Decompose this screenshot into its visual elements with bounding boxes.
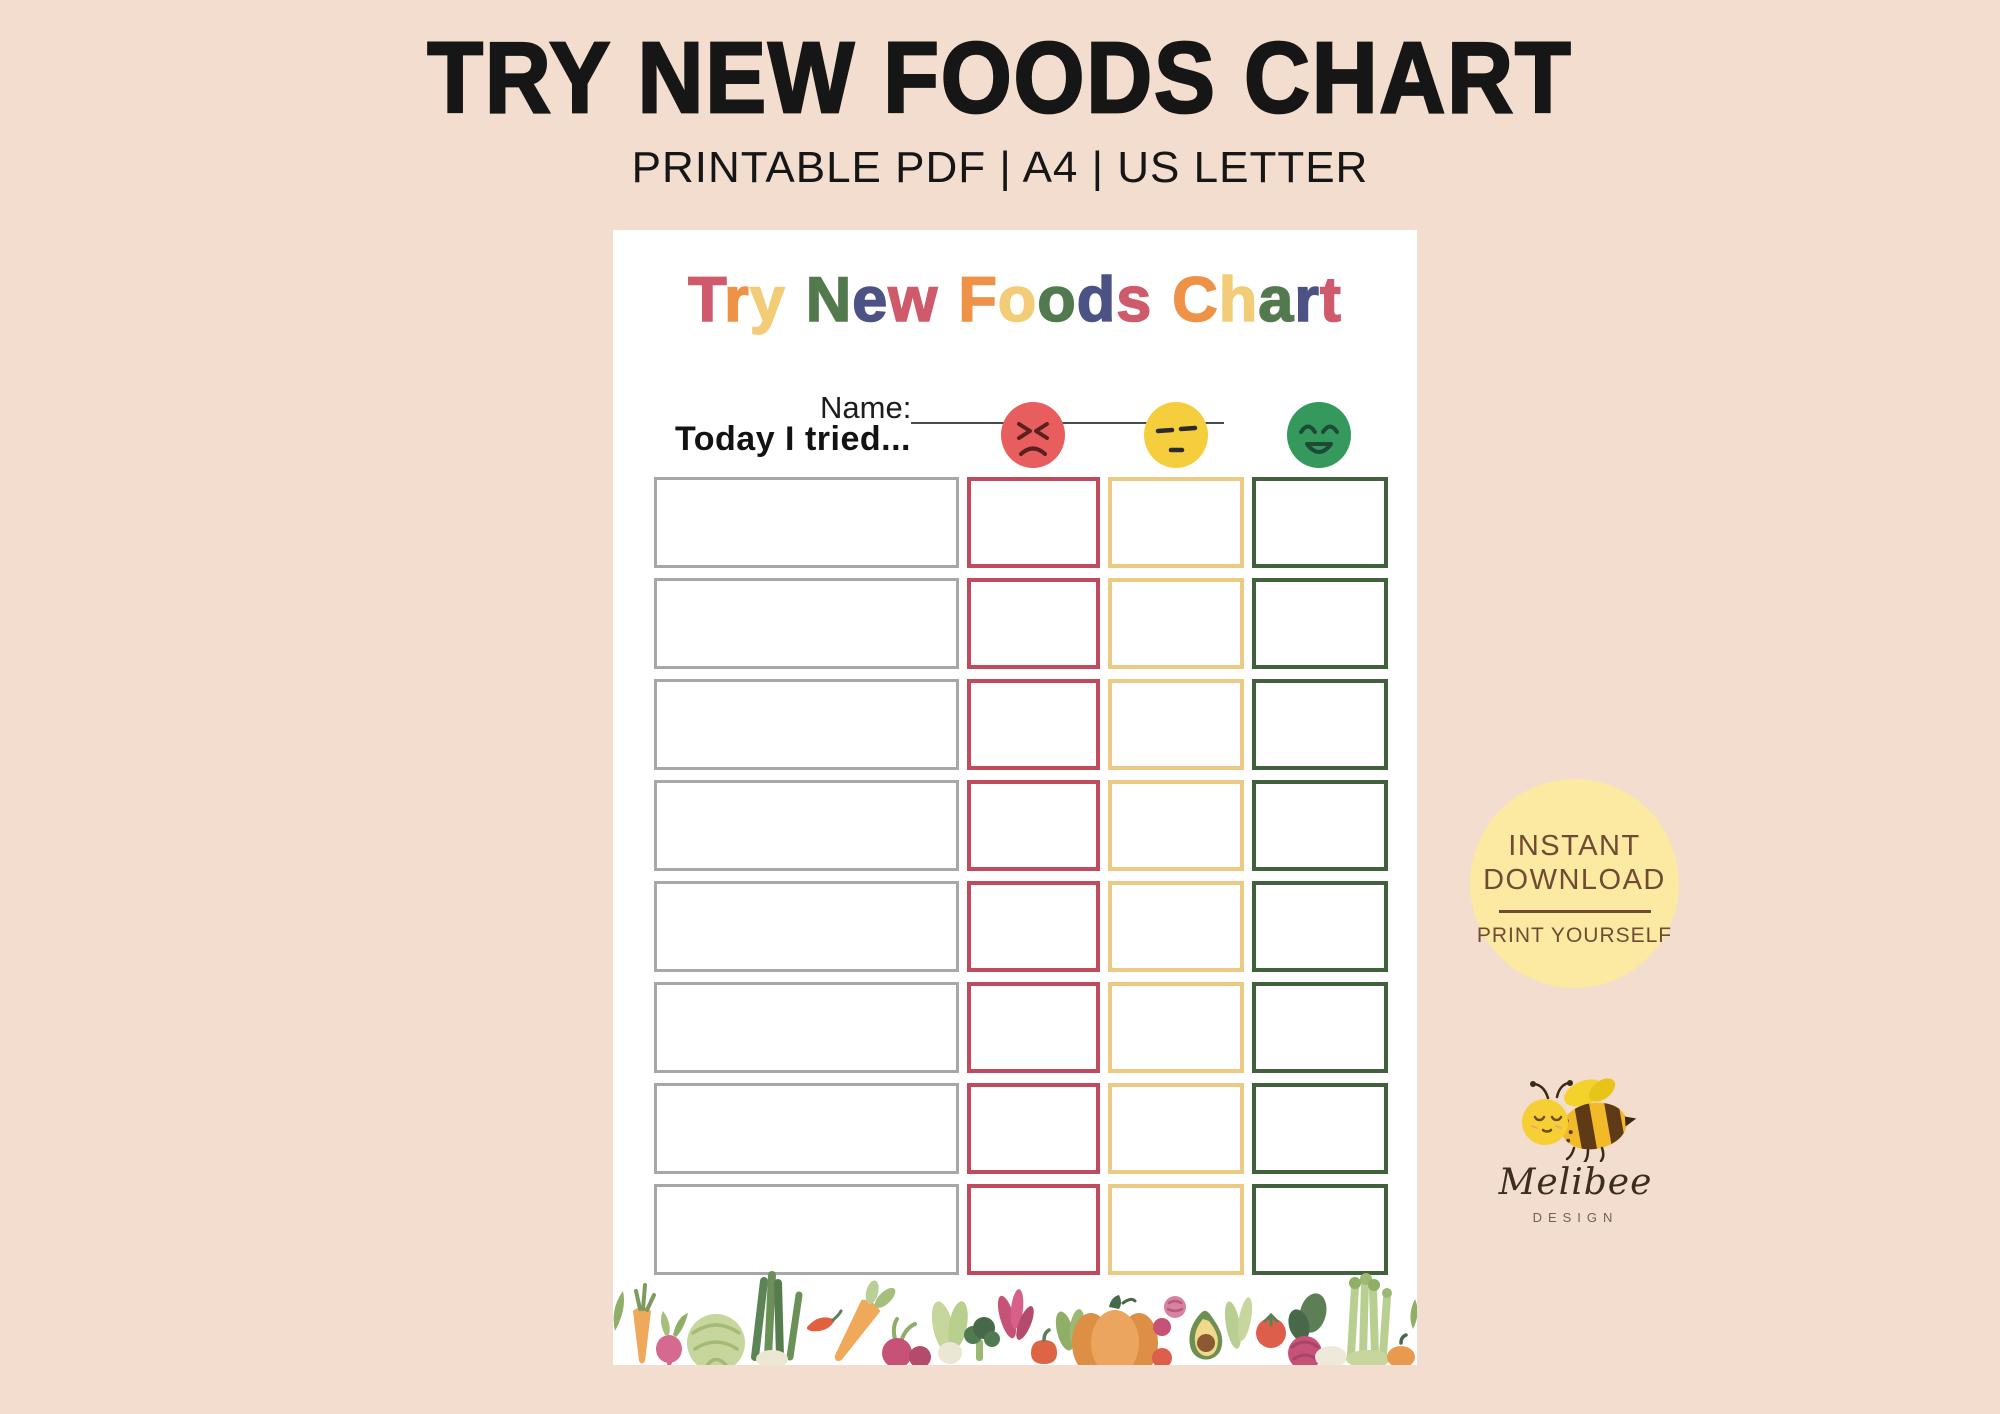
badge-line-1: INSTANT xyxy=(1508,830,1641,862)
yuck-rating-cell xyxy=(967,477,1100,568)
name-label: Name: xyxy=(820,390,912,425)
name-blank-line xyxy=(911,390,1224,424)
yum-rating-cell xyxy=(1252,881,1388,972)
food-name-cell xyxy=(654,780,959,871)
meh-rating-cell xyxy=(1108,1083,1244,1174)
yuck-rating-cell xyxy=(967,780,1100,871)
food-name-cell xyxy=(654,477,959,568)
yuck-rating-cell xyxy=(967,578,1100,669)
meh-rating-cell xyxy=(1108,477,1244,568)
meh-rating-cell xyxy=(1108,1184,1244,1275)
food-name-cell xyxy=(654,679,959,770)
food-name-cell xyxy=(654,1083,959,1174)
chart-title: Try New Foods Chart xyxy=(687,264,1342,336)
food-name-cell xyxy=(654,1184,959,1275)
printable-page: Try New Foods Chart Name: Today I tried... xyxy=(613,230,1417,1365)
badge-line-3: PRINT YOURSELF xyxy=(1476,923,1673,947)
brand-subtitle: DESIGN xyxy=(1532,1210,1619,1225)
yum-rating-cell xyxy=(1252,1083,1388,1174)
meh-rating-cell xyxy=(1108,578,1244,669)
badge-line-2: DOWNLOAD xyxy=(1483,864,1666,897)
meh-rating-cell xyxy=(1108,679,1244,770)
food-name-cell xyxy=(654,982,959,1073)
meh-face-icon xyxy=(1144,402,1208,468)
yuck-rating-cell xyxy=(967,982,1100,1073)
bee-icon xyxy=(1521,1078,1636,1162)
yum-rating-cell xyxy=(1252,780,1388,871)
chart-table xyxy=(613,477,1417,1285)
yuck-rating-cell xyxy=(967,881,1100,972)
table-row xyxy=(613,881,1417,972)
food-name-cell xyxy=(654,881,959,972)
listing-title: TRY NEW FOODS CHART xyxy=(426,22,1573,136)
yuck-rating-cell xyxy=(967,679,1100,770)
melibee-logo: Melibee DESIGN xyxy=(1488,1072,1663,1225)
yum-rating-cell xyxy=(1252,679,1388,770)
instant-download-badge: INSTANT DOWNLOAD PRINT YOURSELF xyxy=(1470,779,1679,988)
yuck-rating-cell xyxy=(967,1184,1100,1275)
brand-name: Melibee xyxy=(1498,1162,1653,1203)
table-row xyxy=(613,679,1417,770)
yum-rating-cell xyxy=(1252,1184,1388,1275)
meh-rating-cell xyxy=(1108,881,1244,972)
prompt-label: Today I tried... xyxy=(675,420,911,458)
yuck-face-icon xyxy=(1001,402,1065,468)
yuck-rating-cell xyxy=(967,1083,1100,1174)
table-row xyxy=(613,1184,1417,1275)
table-row xyxy=(613,578,1417,669)
meh-rating-cell xyxy=(1108,780,1244,871)
meh-rating-cell xyxy=(1108,982,1244,1073)
yum-rating-cell xyxy=(1252,578,1388,669)
yum-face-icon xyxy=(1287,402,1351,468)
table-row xyxy=(613,780,1417,871)
table-row xyxy=(613,982,1417,1073)
listing-subtitle: PRINTABLE PDF | A4 | US LETTER xyxy=(631,143,1369,192)
yum-rating-cell xyxy=(1252,477,1388,568)
table-row xyxy=(613,1083,1417,1174)
yum-rating-cell xyxy=(1252,982,1388,1073)
vegetables-illustration xyxy=(613,1271,1417,1365)
food-name-cell xyxy=(654,578,959,669)
badge-divider xyxy=(1498,910,1651,913)
table-row xyxy=(613,477,1417,568)
